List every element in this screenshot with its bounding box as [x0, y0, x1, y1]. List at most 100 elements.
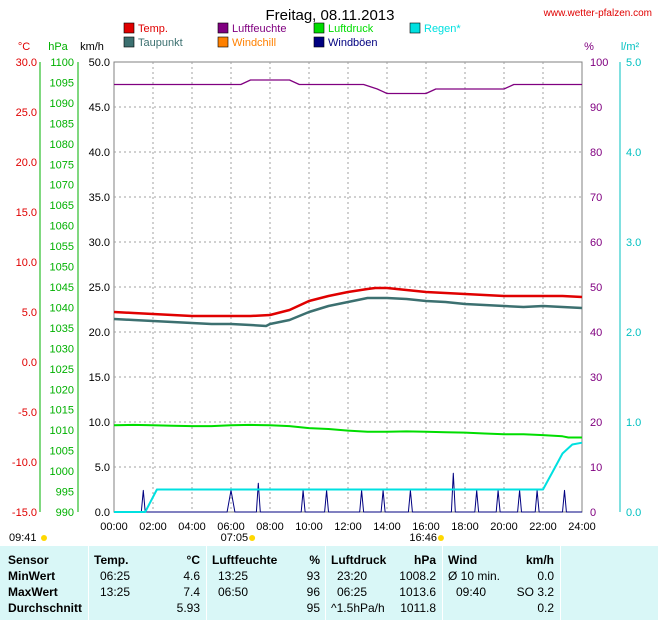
wind-tick-label: 20.0 [89, 327, 110, 339]
wind-tick-label: 45.0 [89, 102, 110, 114]
pressure-tick-label: 1005 [50, 446, 74, 458]
stats-cell: 96 [306, 585, 320, 599]
time-tick-label: 24:00 [568, 521, 596, 533]
temp-tick-label: 5.0 [22, 307, 37, 319]
weather-chart: Freitag, 08.11.2013 www.wetter-pfalzen.co… [9, 7, 652, 544]
time-tick-label: 16:00 [412, 521, 440, 533]
sunrise-time: 07:05 [221, 532, 249, 544]
humidity-tick-label: 80 [590, 147, 602, 159]
stats-cell: 7.4 [183, 585, 200, 599]
pressure-tick-label: 995 [56, 487, 74, 499]
pressure-tick-label: 1065 [50, 200, 74, 212]
temp-tick-label: 25.0 [16, 107, 37, 119]
stats-header-temp-unit: °C [186, 553, 200, 567]
temp-tick-label: 15.0 [16, 207, 37, 219]
legend-swatch [313, 36, 325, 48]
sunset-time: 16:46 [409, 532, 437, 544]
stats-cell: 23:20 [337, 569, 368, 583]
legend-swatch [409, 22, 421, 34]
pressure-tick-label: 1080 [50, 139, 74, 151]
legend-swatch [313, 22, 325, 34]
stats-cell: 95 [306, 601, 320, 615]
time-tick-label: 12:00 [334, 521, 362, 533]
time-tick-label: 02:00 [139, 521, 167, 533]
time-tick-label: 06:00 [217, 521, 245, 533]
legend-label: Luftfeuchte [232, 23, 286, 35]
series-line-luftfeuchte [114, 79, 582, 95]
wind-tick-label: 50.0 [89, 57, 110, 69]
pressure-tick-label: 1020 [50, 384, 74, 396]
rain-tick-label: 2.0 [626, 327, 641, 339]
wind-tick-label: 15.0 [89, 372, 110, 384]
wind-tick-label: 10.0 [89, 417, 110, 429]
stats-cell: 06:50 [218, 585, 249, 599]
axis-unit-label: l/m² [621, 41, 640, 53]
watermark-text: www.wetter-pfalzen.com [543, 8, 652, 19]
stats-header-humidity: Luftfeuchte [212, 553, 278, 567]
stats-header-pressure: Luftdruck [331, 553, 387, 567]
time-tick-label: 20:00 [490, 521, 518, 533]
stats-cell: 13:25 [100, 585, 131, 599]
time-tick-label: 22:00 [529, 521, 557, 533]
column-divider [325, 546, 326, 620]
sunrise-icon [249, 535, 256, 541]
legend-swatch [123, 36, 135, 48]
column-divider [206, 546, 207, 620]
stats-cell: 09:40 [456, 585, 487, 599]
pressure-tick-label: 1045 [50, 282, 74, 294]
pressure-tick-label: 1075 [50, 159, 74, 171]
wind-tick-label: 25.0 [89, 282, 110, 294]
time-tick-label: 08:00 [256, 521, 284, 533]
pressure-tick-label: 1010 [50, 425, 74, 437]
pressure-tick-label: 1035 [50, 323, 74, 335]
stats-cell: 5.93 [176, 601, 200, 615]
pressure-tick-label: 1050 [50, 262, 74, 274]
stats-cell: 06:25 [100, 569, 131, 583]
humidity-tick-label: 20 [590, 417, 602, 429]
column-divider [560, 546, 561, 620]
stats-header-humidity-unit: % [309, 553, 320, 567]
temp-tick-label: 0.0 [22, 357, 37, 369]
pressure-tick-label: 1090 [50, 98, 74, 110]
pressure-tick-label: 1095 [50, 77, 74, 89]
pressure-tick-label: 1100 [50, 57, 74, 69]
stats-header-wind: Wind [448, 553, 478, 567]
moonrise-time: 09:41 [9, 532, 37, 544]
sunset-icon [437, 535, 444, 541]
axis-unit-label: % [584, 41, 594, 53]
rain-tick-label: 3.0 [626, 237, 641, 249]
humidity-tick-label: 70 [590, 192, 602, 204]
column-divider [442, 546, 443, 620]
series-line-temp [113, 286, 583, 318]
stats-cell: 4.6 [183, 569, 200, 583]
series-line-windböen [114, 472, 582, 513]
legend-swatch [217, 36, 229, 48]
legend-label: Taupunkt [138, 37, 183, 49]
pressure-tick-label: 1070 [50, 180, 74, 192]
humidity-tick-label: 40 [590, 327, 602, 339]
stats-cell: 1008.2 [399, 569, 436, 583]
pressure-tick-label: 1000 [50, 466, 74, 478]
stats-cell: Ø 10 min. [448, 569, 501, 583]
axis-unit-label: °C [18, 41, 30, 53]
stats-header-pressure-unit: hPa [413, 553, 436, 567]
pressure-tick-label: 1030 [50, 343, 74, 355]
stats-cell: 1011.8 [400, 601, 436, 615]
stats-cell: 06:25 [337, 585, 368, 599]
legend-label: Windböen [328, 37, 378, 49]
stats-cell: SO 3.2 [516, 585, 554, 599]
series-line-regen [114, 441, 583, 513]
axis-unit-label: km/h [80, 41, 104, 53]
time-tick-label: 10:00 [295, 521, 323, 533]
pressure-tick-label: 990 [56, 507, 74, 519]
legend-label: Regen* [424, 23, 461, 35]
legend-label: Luftdruck [328, 23, 374, 35]
rain-tick-label: 1.0 [626, 417, 641, 429]
humidity-tick-label: 30 [590, 372, 602, 384]
time-tick-label: 04:00 [178, 521, 206, 533]
humidity-tick-label: 60 [590, 237, 602, 249]
axis-unit-label: hPa [48, 41, 68, 53]
humidity-tick-label: 90 [590, 102, 602, 114]
pressure-tick-label: 1025 [50, 364, 74, 376]
stats-cell: 0.0 [537, 569, 554, 583]
